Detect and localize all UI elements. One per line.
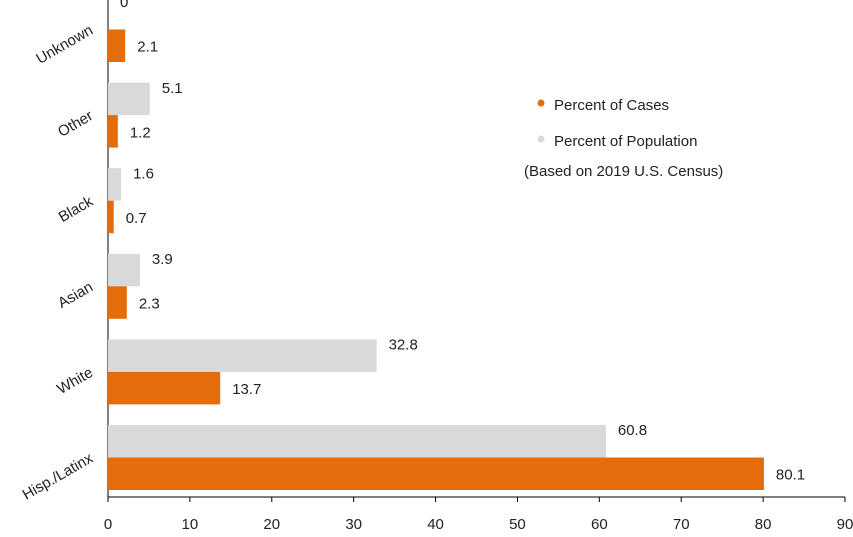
legend-label: Percent of Cases: [554, 97, 669, 114]
legend-marker: [537, 135, 545, 143]
bar: [108, 29, 126, 62]
bar: [108, 200, 114, 234]
category-label: Unknown: [33, 22, 96, 68]
bar: [108, 82, 150, 116]
x-tick-label: 0: [104, 516, 112, 533]
x-tick-label: 70: [673, 516, 690, 533]
value-label: 1.2: [130, 124, 151, 141]
value-label: 5.1: [162, 80, 183, 97]
x-tick-label: 30: [345, 516, 362, 533]
bar: [108, 253, 140, 287]
value-label: 80.1: [776, 467, 805, 484]
annotation: (Based on 2019 U.S. Census): [524, 163, 723, 180]
x-tick-label: 60: [591, 516, 608, 533]
category-label: Black: [56, 193, 97, 226]
value-label: 60.8: [618, 422, 647, 439]
value-label: 2.3: [139, 296, 160, 313]
category-label: Other: [55, 107, 96, 140]
bar: [108, 286, 127, 319]
x-tick-label: 50: [509, 516, 526, 533]
value-label: 0.7: [126, 210, 147, 227]
x-tick-label: 10: [182, 516, 199, 533]
x-tick-label: 40: [427, 516, 444, 533]
x-tick-label: 90: [837, 516, 853, 533]
category-label: Asian: [55, 278, 96, 311]
bar: [108, 457, 764, 490]
bar: [108, 339, 377, 372]
bar: [108, 115, 118, 148]
value-label: 13.7: [232, 381, 261, 398]
x-tick-label: 20: [263, 516, 280, 533]
value-label: 3.9: [152, 251, 173, 268]
value-label: 0: [120, 0, 128, 11]
category-label: White: [54, 364, 96, 398]
legend-marker: [537, 99, 545, 107]
legend-label: Percent of Population: [554, 133, 697, 150]
bar: [108, 425, 606, 458]
value-label: 1.6: [133, 165, 154, 182]
category-label: Hisp./Latinx: [20, 449, 97, 503]
value-label: 2.1: [137, 39, 158, 56]
x-tick-label: 80: [755, 516, 772, 533]
bar: [108, 168, 122, 201]
bar: [108, 371, 221, 405]
value-label: 32.8: [389, 337, 418, 354]
